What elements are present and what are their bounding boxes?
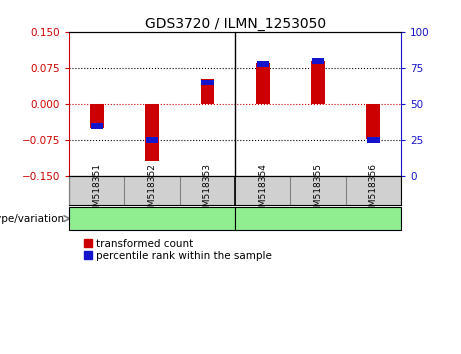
Bar [90, 123, 103, 129]
Bar [90, 104, 104, 128]
Text: GSM518355: GSM518355 [313, 163, 323, 218]
Bar [201, 79, 214, 104]
Bar [366, 104, 380, 139]
Text: GSM518353: GSM518353 [203, 163, 212, 218]
Bar [146, 137, 158, 143]
Legend: transformed count, percentile rank within the sample: transformed count, percentile rank withi… [83, 239, 272, 261]
Text: wild type: wild type [127, 213, 177, 224]
Bar [311, 61, 325, 104]
Text: GSM518356: GSM518356 [369, 163, 378, 218]
Bar [256, 63, 270, 104]
Text: GSM518354: GSM518354 [258, 164, 267, 218]
Bar [367, 137, 379, 143]
Text: GSM518352: GSM518352 [148, 164, 157, 218]
Text: RORalpha1delDE: RORalpha1delDE [271, 213, 366, 224]
Bar [201, 80, 213, 85]
Text: genotype/variation: genotype/variation [0, 213, 65, 224]
Bar [145, 104, 159, 161]
Bar [312, 58, 324, 64]
Bar [256, 61, 269, 67]
Text: GSM518351: GSM518351 [92, 163, 101, 218]
Title: GDS3720 / ILMN_1253050: GDS3720 / ILMN_1253050 [145, 17, 325, 31]
